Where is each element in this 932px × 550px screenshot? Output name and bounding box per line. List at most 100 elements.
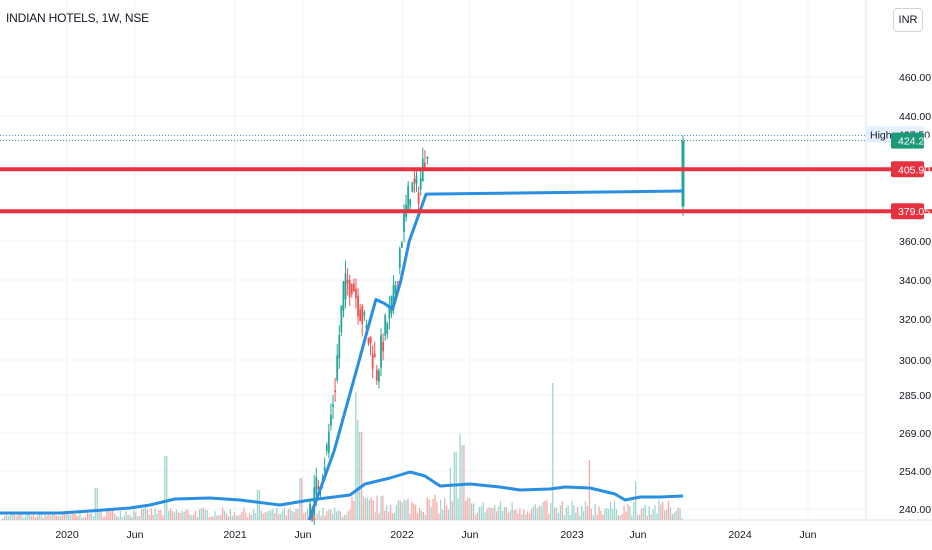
volume-bar bbox=[658, 500, 660, 520]
volume-bar bbox=[328, 509, 330, 520]
currency-button[interactable]: INR bbox=[893, 8, 923, 32]
volume-bar bbox=[640, 508, 643, 520]
volume-bar bbox=[467, 497, 469, 520]
volume-bar bbox=[472, 503, 475, 520]
volume-bar bbox=[351, 496, 353, 520]
time-tick-label: Jun bbox=[800, 529, 817, 541]
time-tick-label: Jun bbox=[462, 529, 479, 541]
volume-bar bbox=[2, 518, 4, 520]
volume-bar bbox=[164, 456, 166, 520]
volume-bar bbox=[175, 509, 177, 520]
candle-up bbox=[336, 355, 339, 381]
volume-bar bbox=[449, 468, 452, 520]
volume-bar bbox=[681, 518, 683, 520]
volume-bar bbox=[335, 511, 338, 520]
volume-bar bbox=[202, 507, 205, 520]
level-price-tag bbox=[891, 203, 924, 220]
horizontal-levels[interactable] bbox=[0, 167, 932, 214]
volume-bar bbox=[426, 497, 428, 520]
volume-bar bbox=[127, 514, 129, 520]
volume-bar bbox=[611, 508, 614, 520]
volume-bar bbox=[407, 498, 409, 520]
volume-bar bbox=[208, 516, 210, 520]
candle-down bbox=[382, 341, 385, 352]
volume-bar bbox=[370, 497, 372, 520]
volume-bar bbox=[56, 515, 58, 520]
volume-bar bbox=[339, 511, 342, 520]
volume-bar bbox=[478, 506, 481, 520]
volume-bar bbox=[656, 513, 658, 520]
volume-bar bbox=[389, 505, 392, 520]
candle-up bbox=[407, 185, 410, 213]
volume-bar bbox=[287, 509, 289, 520]
volume-bar bbox=[59, 516, 62, 520]
volume-bar bbox=[44, 514, 46, 520]
volume-bar bbox=[150, 508, 152, 520]
volume-bar bbox=[619, 515, 621, 520]
candle-up bbox=[340, 305, 343, 333]
volume-bar bbox=[445, 505, 448, 520]
level-price-tag bbox=[891, 161, 924, 178]
candle-up bbox=[392, 284, 395, 304]
candle-down bbox=[423, 162, 426, 169]
volume-bar bbox=[577, 507, 579, 520]
volume-bar bbox=[397, 500, 399, 520]
volume-bar bbox=[239, 514, 241, 520]
time-axis[interactable]: 2020 Jun 2021 Jun 2022 Jun 2023 Jun 2024 Jun bbox=[55, 529, 816, 541]
volume-bar bbox=[573, 505, 575, 520]
volume-bar bbox=[88, 514, 91, 520]
volume-bar bbox=[152, 514, 154, 520]
volume-bar bbox=[156, 513, 158, 520]
volume-bar bbox=[650, 514, 652, 520]
volume-bar bbox=[451, 501, 453, 520]
volume-bar bbox=[158, 510, 160, 520]
volume-bar bbox=[297, 508, 299, 520]
volume-bar bbox=[326, 511, 328, 520]
volume-bar bbox=[633, 501, 635, 520]
volume-bar bbox=[154, 508, 156, 520]
candle-down bbox=[357, 295, 359, 317]
volume-bar bbox=[415, 504, 417, 520]
volume-bar bbox=[557, 512, 560, 520]
volume-bar bbox=[463, 445, 465, 520]
volume-bar bbox=[276, 507, 278, 520]
volume-bar bbox=[305, 511, 307, 520]
volume-bar bbox=[160, 510, 162, 520]
volume-bar bbox=[301, 478, 303, 520]
volume-bar bbox=[140, 508, 143, 520]
high-price-lines bbox=[0, 135, 866, 142]
volume-bar bbox=[679, 508, 681, 520]
volume-bar bbox=[36, 515, 39, 520]
volume-bar bbox=[283, 507, 286, 520]
volume-bar bbox=[277, 513, 280, 520]
candle-down bbox=[417, 192, 420, 205]
volume-bar bbox=[644, 504, 646, 520]
high-label-box bbox=[866, 126, 890, 143]
volume-bar bbox=[212, 516, 214, 520]
volume-bar bbox=[96, 488, 98, 520]
candle-up bbox=[363, 311, 366, 316]
volume-bar bbox=[540, 506, 542, 520]
price-axis[interactable]: 460.00 440.00 360.00 340.00 320.00 300.00 285.… bbox=[899, 72, 931, 516]
volume-bar bbox=[106, 511, 108, 520]
volume-bar bbox=[384, 510, 386, 520]
volume-bar bbox=[374, 512, 376, 520]
volume-bar bbox=[581, 505, 583, 520]
price-moving-average bbox=[307, 189, 684, 521]
volume-bar bbox=[252, 509, 255, 520]
candle-up bbox=[327, 431, 330, 453]
volume-bar bbox=[648, 506, 650, 520]
volume-bar bbox=[434, 494, 436, 520]
volume-bar bbox=[609, 501, 612, 520]
volume-bar bbox=[598, 506, 600, 520]
price-tick-label: 460.00 bbox=[899, 72, 931, 84]
volume-bar bbox=[9, 513, 12, 520]
volume-bar bbox=[364, 498, 367, 520]
volume-bar bbox=[596, 514, 598, 520]
volume-bar bbox=[360, 432, 363, 520]
volume-bar bbox=[40, 513, 42, 520]
candle-up bbox=[325, 444, 328, 452]
volume-bar bbox=[204, 509, 206, 520]
volume-bar bbox=[492, 508, 494, 520]
